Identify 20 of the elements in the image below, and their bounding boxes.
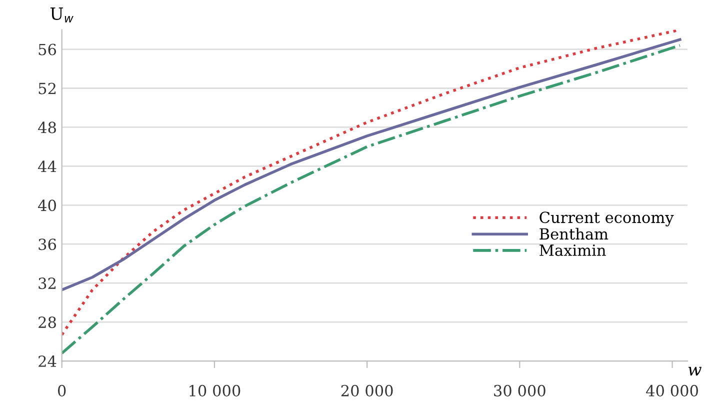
- x-tick-label: 20 000: [341, 384, 393, 396]
- y-tick-label: 52: [38, 82, 56, 94]
- y-tick-label: 28: [38, 316, 56, 328]
- line-series: [62, 38, 682, 292]
- x-tick-label: 10 000: [190, 384, 240, 396]
- x-tick-label: 0: [58, 384, 66, 396]
- y-axis-title: U$_{w}$: [50, 8, 74, 22]
- legend-label: Bentham: [540, 228, 608, 240]
- y-tick-label: 56: [38, 44, 56, 56]
- legend-label: Maximin: [540, 244, 606, 256]
- x-axis-title: w: [688, 366, 702, 376]
- x-tick-label: 40 000: [646, 384, 698, 396]
- y-tick-label: 36: [38, 238, 56, 250]
- y-tick-label: 24: [38, 355, 56, 367]
- y-tick-label: 40: [38, 200, 56, 212]
- y-tick-label: 44: [38, 160, 56, 172]
- x-tick-label: 30 000: [494, 384, 546, 396]
- y-tick-label: 48: [38, 122, 56, 134]
- y-tick-label: 32: [38, 278, 56, 290]
- legend-label: Current economy: [540, 212, 674, 226]
